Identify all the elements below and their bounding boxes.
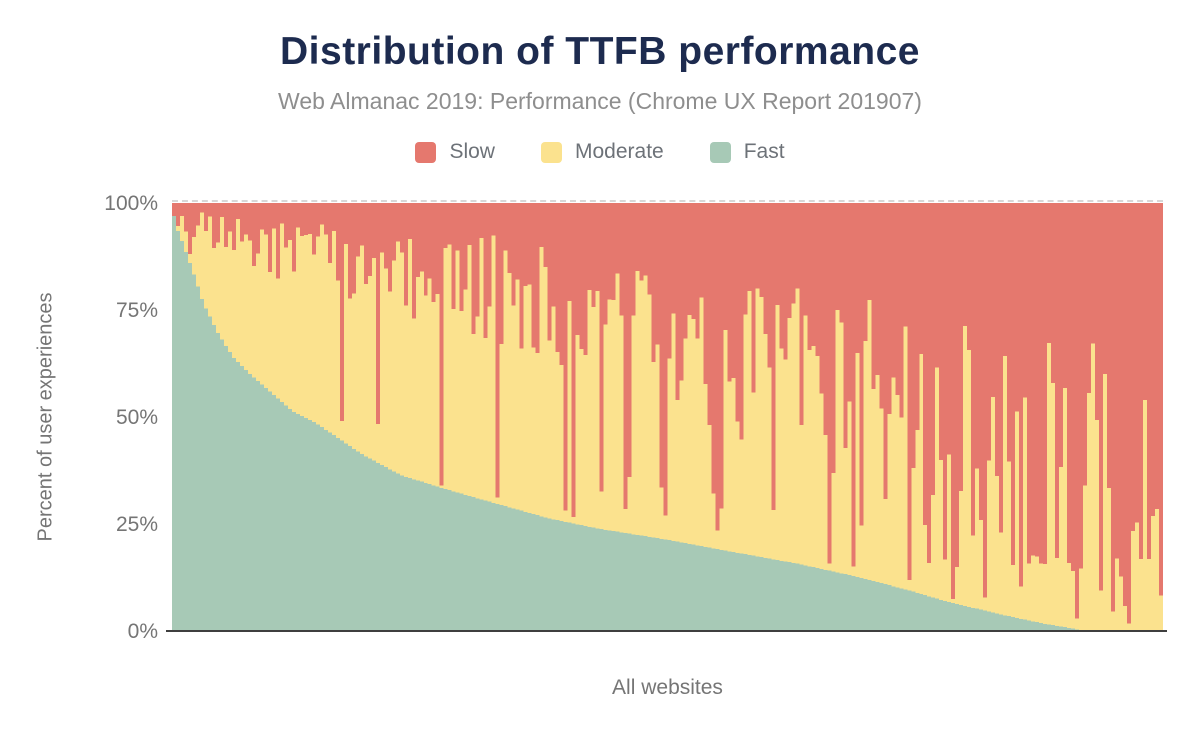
- y-tick-25: 25%: [115, 513, 158, 536]
- chart-subtitle: Web Almanac 2019: Performance (Chrome UX…: [278, 88, 922, 114]
- legend-label-moderate: Moderate: [574, 140, 664, 163]
- y-tick-50: 50%: [115, 406, 158, 429]
- plot-area: [172, 203, 1164, 633]
- legend-label-slow: Slow: [449, 140, 495, 163]
- x-axis-line: [166, 630, 1167, 632]
- legend-item-fast: Fast: [709, 140, 785, 164]
- slow-swatch-icon: [415, 141, 437, 163]
- moderate-swatch-icon: [540, 141, 562, 163]
- stacked-bars-canvas: [172, 203, 1164, 633]
- legend-item-slow: Slow: [415, 140, 495, 164]
- x-axis-title: All websites: [612, 676, 723, 699]
- legend-label-fast: Fast: [743, 140, 785, 163]
- y-axis-title: Percent of user experiences: [34, 292, 57, 542]
- fast-swatch-icon: [709, 141, 731, 163]
- legend-item-moderate: Moderate: [540, 140, 664, 164]
- y-tick-0: 0%: [127, 620, 158, 643]
- chart-title: Distribution of TTFB performance: [280, 30, 920, 73]
- gridline-100pct: [172, 200, 1163, 202]
- legend: Slow Moderate Fast: [0, 140, 1200, 164]
- y-tick-75: 75%: [115, 299, 158, 322]
- y-tick-100: 100%: [104, 192, 158, 215]
